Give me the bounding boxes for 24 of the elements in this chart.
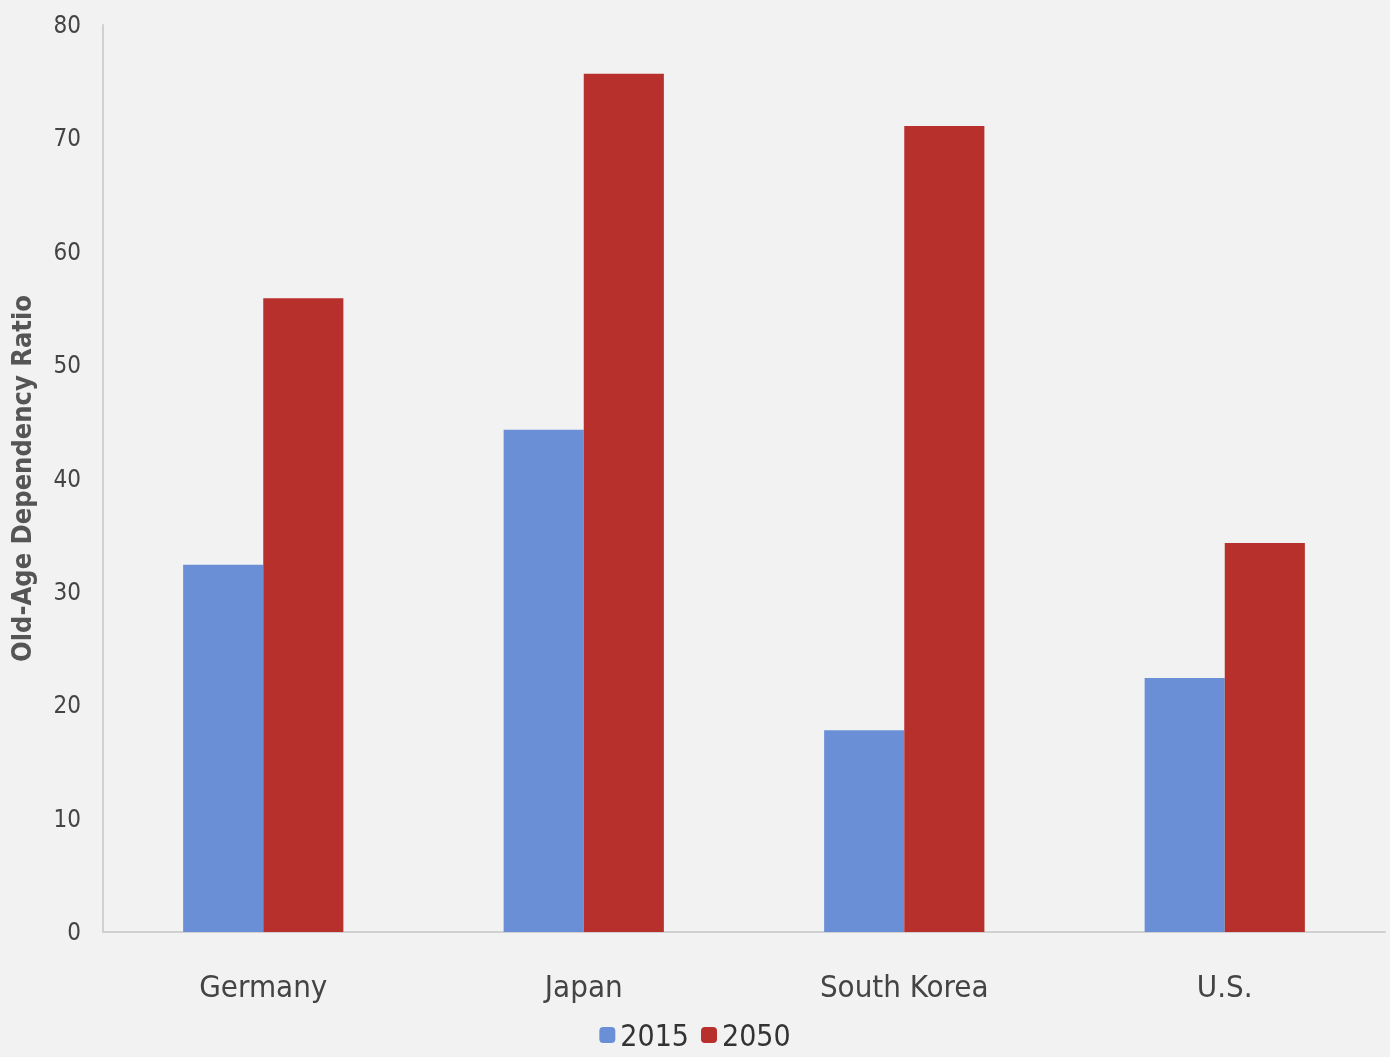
bar	[263, 298, 344, 932]
y-tick-label: 60	[53, 237, 81, 266]
y-tick-label: 50	[53, 351, 81, 380]
bar	[503, 429, 584, 932]
bar	[1224, 543, 1305, 932]
bar	[1144, 678, 1225, 932]
y-tick-label: 0	[67, 918, 81, 946]
legend-label: 2015	[620, 1017, 689, 1053]
y-axis-title: Old-Age Dependency Ratio	[6, 295, 37, 662]
y-tick-label: 30	[53, 577, 81, 606]
bar	[904, 125, 985, 932]
bar	[824, 730, 905, 932]
y-tick-label: 10	[53, 804, 81, 833]
legend-label: 2050	[722, 1017, 791, 1053]
x-tick-label: Japan	[542, 967, 623, 1004]
y-tick-label: 70	[53, 124, 81, 153]
y-tick-label: 20	[53, 691, 81, 720]
x-tick-label: South Korea	[819, 967, 989, 1004]
bar	[183, 564, 264, 932]
y-tick-label: 40	[53, 464, 81, 493]
x-tick-label: U.S.	[1196, 967, 1253, 1004]
x-tick-label: Germany	[199, 967, 328, 1004]
bar	[583, 73, 664, 932]
y-tick-label: 80	[53, 11, 81, 39]
